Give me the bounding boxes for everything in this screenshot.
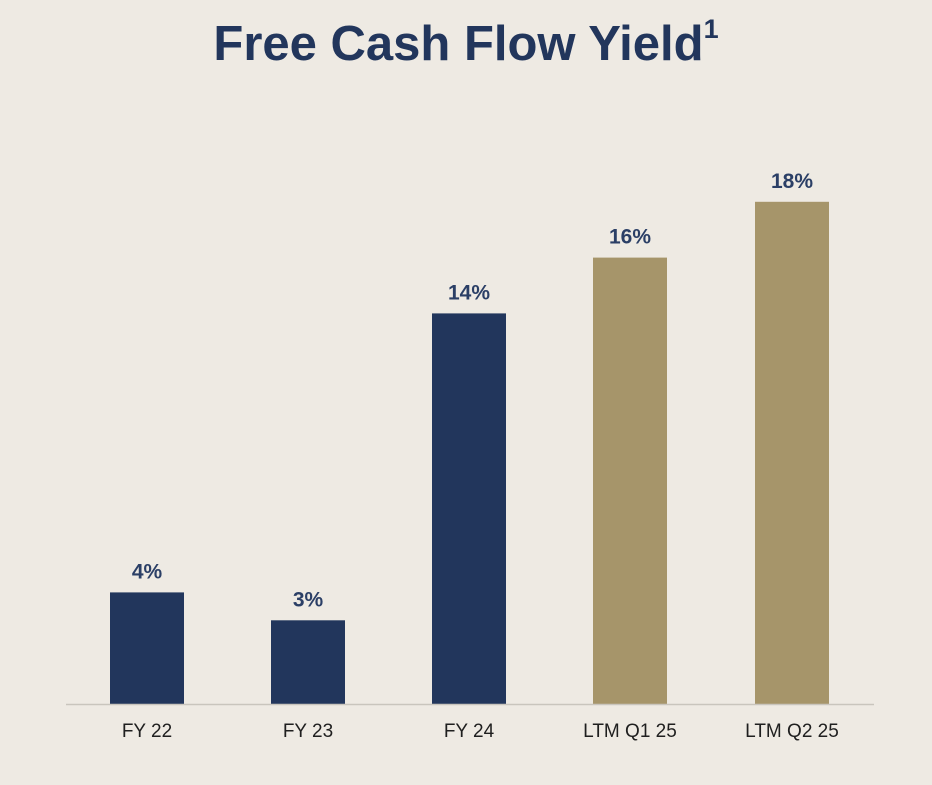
- x-tick-label-4: LTM Q2 25: [745, 721, 839, 742]
- x-tick-label-2: FY 24: [444, 721, 495, 742]
- bar-0: [110, 592, 184, 704]
- bar-4: [755, 201, 829, 705]
- data-label-2: 14%: [448, 281, 490, 304]
- data-label-1: 3%: [293, 588, 324, 611]
- data-label-4: 18%: [771, 170, 813, 193]
- bar-3: [593, 257, 667, 704]
- bar-2: [432, 313, 506, 704]
- chart-title-footnote: 1: [703, 14, 719, 44]
- chart-title: Free Cash Flow Yield1: [0, 12, 932, 76]
- data-label-3: 16%: [609, 226, 651, 249]
- bar-1: [271, 620, 345, 704]
- data-label-0: 4%: [132, 560, 163, 583]
- x-tick-label-3: LTM Q1 25: [583, 721, 677, 742]
- x-tick-label-0: FY 22: [122, 721, 172, 742]
- x-tick-label-1: FY 23: [283, 721, 333, 742]
- x-tick-labels-group: FY 22 FY 23 FY 24 LTM Q1 25 LTM Q2 25: [122, 721, 839, 742]
- data-labels-group: 4% 3% 14% 16% 18%: [132, 170, 814, 611]
- bars-group: [110, 201, 829, 705]
- chart-title-text: Free Cash Flow Yield: [213, 17, 704, 71]
